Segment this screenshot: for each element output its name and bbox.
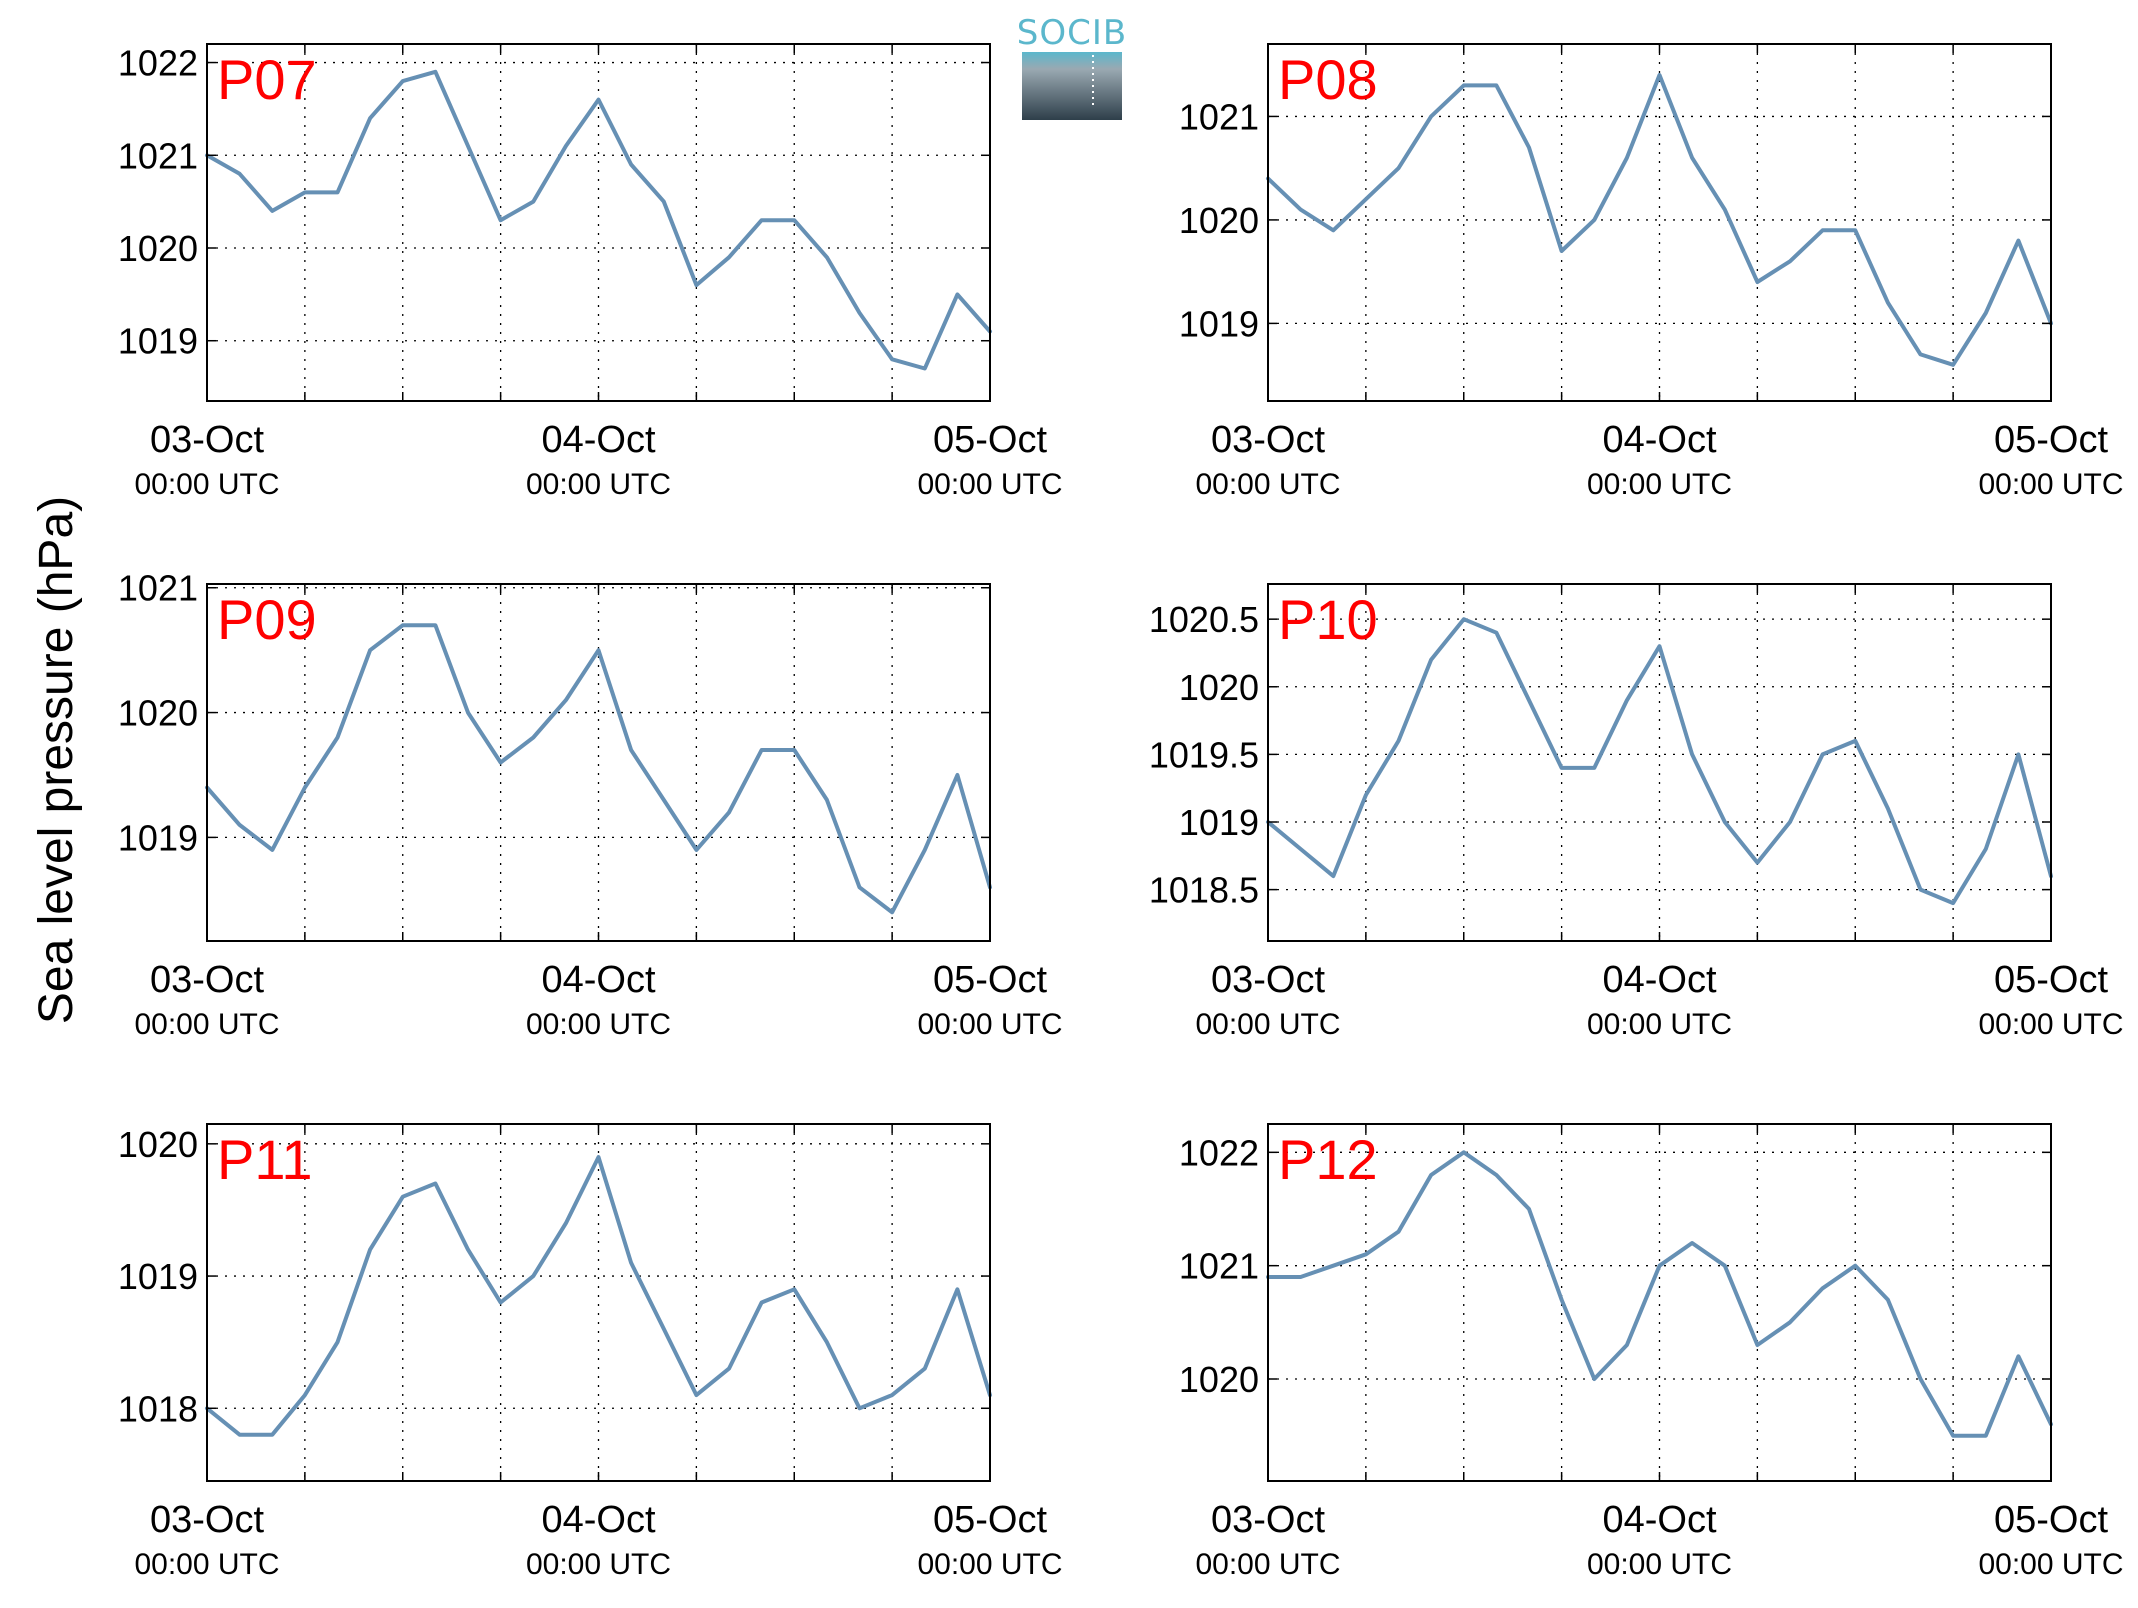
panel-station-label: P12 bbox=[1278, 1128, 1378, 1191]
x-tick-label-date: 03-Oct bbox=[1211, 1499, 1325, 1541]
y-tick-label: 1020 bbox=[118, 1124, 198, 1165]
x-tick-label-time: 00:00 UTC bbox=[917, 1548, 1062, 1581]
x-tick-label-date: 05-Oct bbox=[1994, 959, 2108, 1001]
x-tick-label-time: 00:00 UTC bbox=[1978, 1548, 2123, 1581]
x-tick-label-date: 05-Oct bbox=[933, 419, 1047, 461]
logo-text: SOCIB bbox=[1017, 13, 1127, 53]
panel-p09: 1019 1020 1021 03-Oct 00:00 UTC 04-Oct 00:00 U… bbox=[118, 568, 1063, 1041]
logo-block bbox=[1022, 52, 1122, 120]
series-line bbox=[1266, 73, 2053, 367]
panel-station-label: P10 bbox=[1278, 588, 1378, 651]
panel-station-label: P07 bbox=[217, 48, 317, 111]
panel-station-label: P08 bbox=[1278, 48, 1378, 111]
y-tick-label: 1019 bbox=[118, 817, 198, 858]
y-tick-label: 1021 bbox=[118, 135, 198, 176]
series-line bbox=[205, 1155, 992, 1437]
series-line bbox=[205, 69, 992, 371]
y-axis-label: Sea level pressure (hPa) bbox=[30, 496, 83, 1024]
y-tick-label: 1020.5 bbox=[1149, 599, 1259, 640]
x-tick-label-time: 00:00 UTC bbox=[1195, 468, 1340, 501]
y-tick-label: 1020 bbox=[1179, 200, 1259, 241]
x-tick-label-time: 00:00 UTC bbox=[1587, 1548, 1732, 1581]
x-tick-label-date: 05-Oct bbox=[1994, 1499, 2108, 1541]
series-line bbox=[205, 623, 992, 915]
y-tick-label: 1020 bbox=[118, 228, 198, 269]
socib-logo: SOCIB bbox=[1017, 13, 1127, 120]
panel-p10: 1018.5 1019 1019.5 1020 1020.5 03-Oct 00:00 UT… bbox=[1149, 583, 2124, 1041]
y-tick-label: 1021 bbox=[1179, 96, 1259, 137]
panel-p12: 1020 1021 1022 03-Oct 00:00 UTC 04-Oct 00:00 U… bbox=[1179, 1123, 2124, 1581]
panel-p08: 1019 1020 1021 03-Oct 00:00 UTC 04-Oct 00:00 U… bbox=[1179, 43, 2124, 501]
x-tick-label-time: 00:00 UTC bbox=[526, 1008, 671, 1041]
x-tick-label-time: 00:00 UTC bbox=[526, 1548, 671, 1581]
x-tick-label-time: 00:00 UTC bbox=[134, 1008, 279, 1041]
x-tick-label-time: 00:00 UTC bbox=[1195, 1008, 1340, 1041]
x-tick-label-time: 00:00 UTC bbox=[917, 468, 1062, 501]
x-tick-label-date: 05-Oct bbox=[933, 959, 1047, 1001]
x-tick-label-time: 00:00 UTC bbox=[526, 468, 671, 501]
y-tick-label: 1019 bbox=[118, 1256, 198, 1297]
y-tick-label: 1021 bbox=[118, 568, 198, 609]
x-tick-label-time: 00:00 UTC bbox=[1978, 1008, 2123, 1041]
x-tick-label-date: 04-Oct bbox=[541, 959, 655, 1001]
series-line bbox=[1266, 617, 2053, 906]
y-tick-label: 1018 bbox=[118, 1388, 198, 1429]
y-tick-label: 1018.5 bbox=[1149, 870, 1259, 911]
x-tick-label-time: 00:00 UTC bbox=[917, 1008, 1062, 1041]
series-line bbox=[1266, 1150, 2053, 1438]
y-tick-label: 1020 bbox=[1179, 667, 1259, 708]
y-tick-label: 1020 bbox=[1179, 1359, 1259, 1400]
x-tick-label-date: 03-Oct bbox=[1211, 419, 1325, 461]
y-tick-label: 1021 bbox=[1179, 1246, 1259, 1287]
panel-p07: 1019 1020 1021 1022 03-Oct 00:00 UTC 04-Oct 00:… bbox=[118, 43, 1063, 501]
x-tick-label-date: 03-Oct bbox=[150, 419, 264, 461]
y-tick-label: 1019 bbox=[1179, 802, 1259, 843]
x-tick-label-date: 04-Oct bbox=[1602, 959, 1716, 1001]
y-tick-label: 1019 bbox=[118, 321, 198, 362]
y-tick-label: 1019 bbox=[1179, 303, 1259, 344]
x-tick-label-time: 00:00 UTC bbox=[1978, 468, 2123, 501]
x-tick-label-date: 05-Oct bbox=[933, 1499, 1047, 1541]
x-tick-label-time: 00:00 UTC bbox=[134, 1548, 279, 1581]
x-tick-label-date: 04-Oct bbox=[1602, 1499, 1716, 1541]
y-tick-label: 1022 bbox=[118, 43, 198, 84]
x-tick-label-date: 05-Oct bbox=[1994, 419, 2108, 461]
panel-station-label: P09 bbox=[217, 588, 317, 651]
x-tick-label-time: 00:00 UTC bbox=[1587, 1008, 1732, 1041]
y-tick-label: 1022 bbox=[1179, 1132, 1259, 1173]
x-tick-label-time: 00:00 UTC bbox=[134, 468, 279, 501]
x-tick-label-time: 00:00 UTC bbox=[1587, 468, 1732, 501]
x-tick-label-date: 04-Oct bbox=[541, 1499, 655, 1541]
y-tick-label: 1019.5 bbox=[1149, 734, 1259, 775]
x-tick-label-date: 03-Oct bbox=[1211, 959, 1325, 1001]
panels: 1019 1020 1021 1022 03-Oct 00:00 UTC 04-Oct 00:… bbox=[118, 43, 2124, 1581]
panel-station-label: P11 bbox=[217, 1128, 312, 1191]
panel-p11: 1018 1019 1020 03-Oct 00:00 UTC 04-Oct 00:00 U… bbox=[118, 1123, 1063, 1581]
x-tick-label-date: 03-Oct bbox=[150, 1499, 264, 1541]
x-tick-label-time: 00:00 UTC bbox=[1195, 1548, 1340, 1581]
y-tick-label: 1020 bbox=[118, 693, 198, 734]
x-tick-label-date: 04-Oct bbox=[1602, 419, 1716, 461]
x-tick-label-date: 03-Oct bbox=[150, 959, 264, 1001]
x-tick-label-date: 04-Oct bbox=[541, 419, 655, 461]
